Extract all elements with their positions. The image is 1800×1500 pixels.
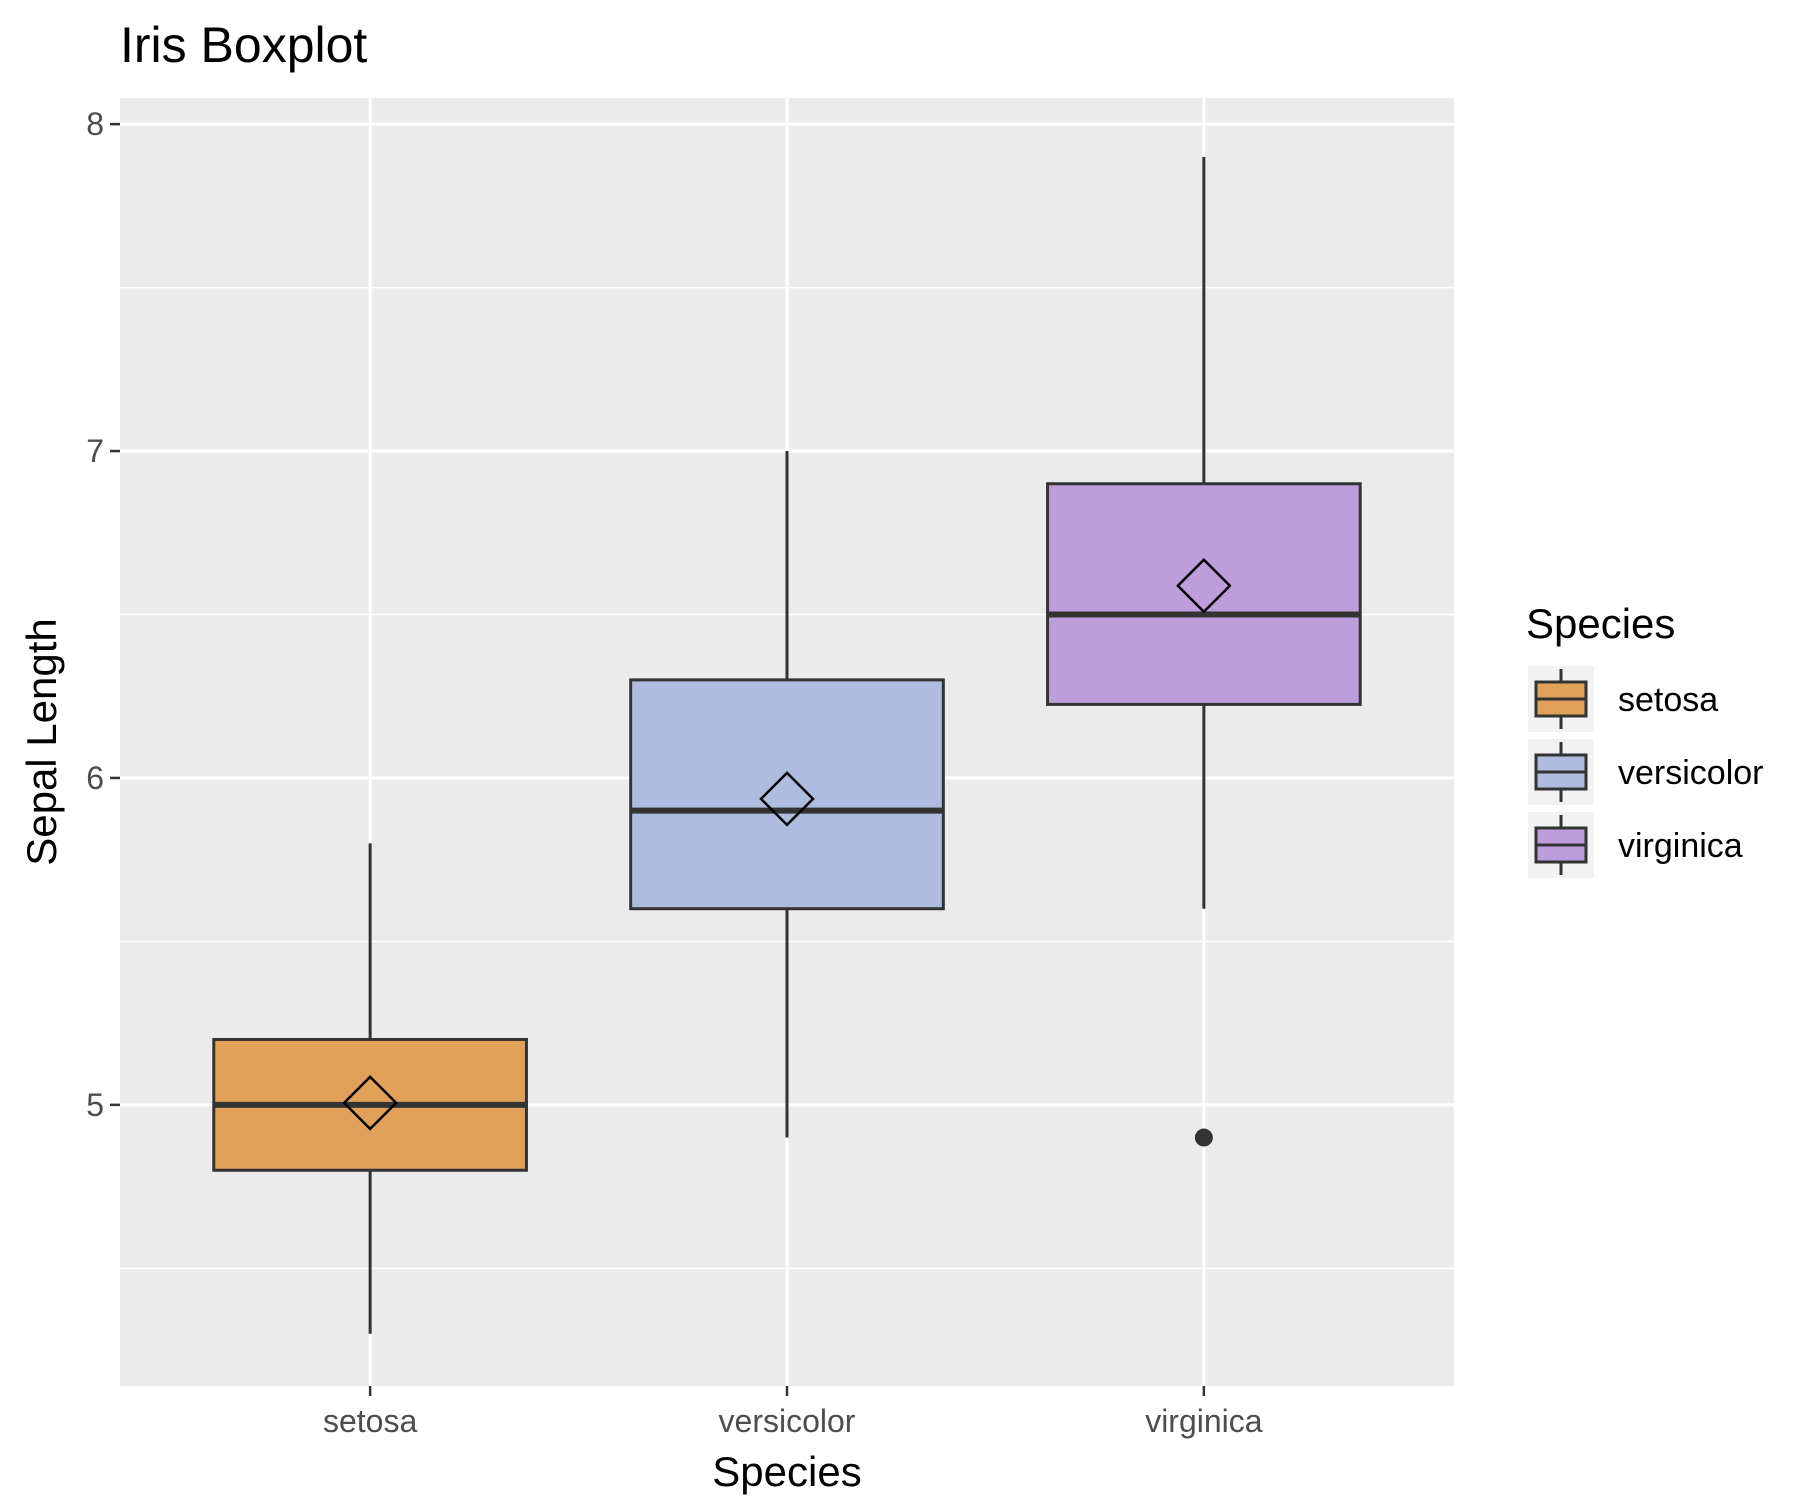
x-axis-title: Species	[712, 1448, 861, 1495]
box-virginica	[1046, 156, 1362, 1147]
box-setosa	[212, 843, 528, 1334]
outlier-point	[1194, 1128, 1213, 1147]
legend-item-virginica: virginica	[1528, 812, 1743, 878]
y-axis-title: Sepal Length	[18, 618, 65, 866]
axes: 5 6 7 8 setosa versicolor virginica	[86, 106, 1263, 1439]
legend-label: setosa	[1618, 681, 1718, 719]
legend-label: virginica	[1618, 827, 1743, 865]
mean-marker	[1176, 557, 1232, 614]
y-tick-label: 5	[86, 1087, 104, 1123]
y-tick-label: 7	[86, 433, 104, 469]
chart-title: Iris Boxplot	[120, 17, 367, 73]
legend-item-setosa: setosa	[1528, 666, 1718, 732]
x-tick-label: setosa	[323, 1403, 417, 1439]
legend-label: versicolor	[1618, 754, 1763, 792]
x-tick-label: virginica	[1145, 1403, 1263, 1439]
legend: Species setosa versicolor virginica	[1526, 600, 1763, 878]
mean-marker	[759, 771, 815, 827]
legend-title: Species	[1526, 600, 1675, 647]
legend-items: setosa versicolor virginica	[1528, 666, 1763, 878]
x-tick-label: versicolor	[719, 1403, 856, 1439]
box-body	[1046, 482, 1362, 706]
box-series	[212, 156, 1362, 1334]
y-tick-label: 6	[86, 760, 104, 796]
box-versicolor	[629, 451, 945, 1138]
y-tick-label: 8	[86, 106, 104, 142]
legend-item-versicolor: versicolor	[1528, 739, 1763, 805]
mean-marker	[342, 1075, 398, 1131]
box-body	[629, 678, 945, 911]
